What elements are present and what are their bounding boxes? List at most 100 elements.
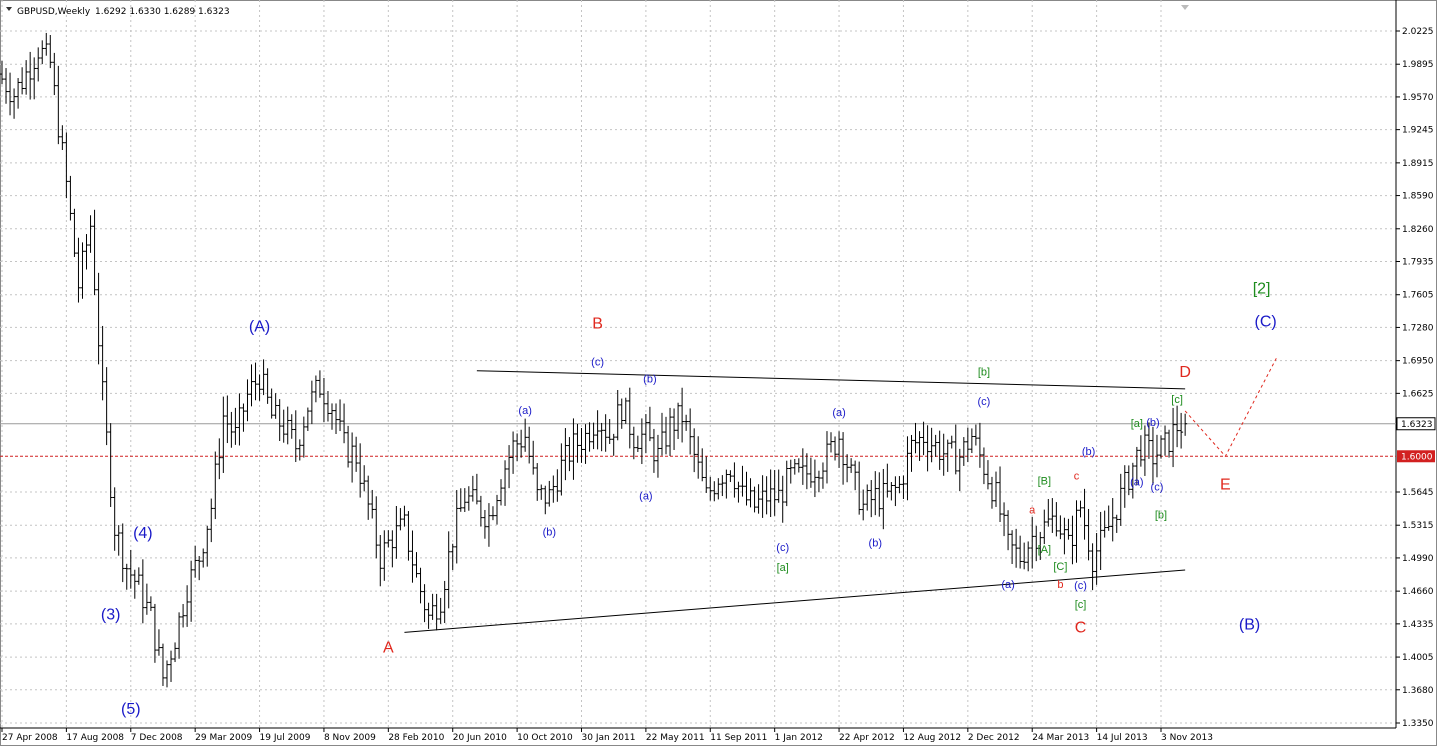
- ohlc-bar: [321, 377, 326, 423]
- ohlc-bar: [366, 475, 371, 520]
- price-tick-label: 1.3350: [1402, 719, 1434, 729]
- ohlc-bar: [104, 367, 109, 446]
- ohlc-bar: [213, 451, 218, 520]
- ohlc-bar: [555, 469, 560, 502]
- projection-path[interactable]: [1184, 355, 1279, 458]
- ohlc-bar: [160, 643, 165, 686]
- time-tick-label: 28 Feb 2010: [388, 733, 444, 743]
- ohlc-bar: [1046, 499, 1051, 527]
- ohlc-bar: [961, 437, 966, 466]
- ohlc-bar: [913, 422, 918, 454]
- ohlc-bar: [853, 460, 858, 491]
- ohlc-bar: [225, 395, 230, 444]
- ohlc-bar: [450, 543, 455, 571]
- ohlc-bar: [941, 433, 946, 476]
- ohlc-bar: [1110, 498, 1115, 542]
- dropdown-triangle-icon[interactable]: [6, 7, 12, 11]
- ohlc-bar: [917, 431, 922, 461]
- ohlc-bar: [877, 472, 882, 517]
- ohlc-bar: [76, 237, 81, 303]
- ohlc-bar: [474, 473, 479, 505]
- ohlc-bar: [1018, 535, 1023, 569]
- ohlc-bar: [611, 433, 616, 456]
- ohlc-bar: [152, 603, 157, 663]
- time-tick-label: 11 Sep 2011: [710, 733, 767, 743]
- scroll-marker-icon[interactable]: [1181, 5, 1189, 10]
- ohlc-bar: [543, 485, 548, 515]
- ohlc-bar: [374, 496, 379, 559]
- ohlc-bar: [1058, 515, 1063, 540]
- ohlc-bar: [229, 411, 234, 448]
- ohlc-bar: [925, 425, 930, 472]
- ohlc-bar: [985, 460, 990, 490]
- ohlc-bar: [132, 569, 137, 599]
- ohlc-bar: [515, 433, 520, 462]
- price-tick-label: 1.8915: [1402, 159, 1434, 169]
- ohlc-bar: [905, 436, 910, 501]
- trendline-upper[interactable]: [476, 370, 1186, 390]
- ohlc-bar: [744, 471, 749, 506]
- price-tick-label: 1.5645: [1402, 488, 1434, 498]
- ohlc-bar: [708, 476, 713, 501]
- ohlc-bar: [1010, 530, 1015, 564]
- ohlc-bar: [575, 423, 580, 463]
- ohlc-bar: [1134, 446, 1139, 486]
- ohlc-bar: [185, 585, 190, 627]
- wave-label: C: [1075, 620, 1087, 637]
- ohlc-bar: [503, 460, 508, 506]
- ohlc-bar: [156, 629, 161, 656]
- ohlc-bar: [386, 530, 391, 548]
- ohlc-bar: [680, 387, 685, 443]
- grid-layer: [0, 0, 1396, 728]
- ohlc-bar: [869, 480, 874, 518]
- time-tick-label: 12 Aug 2012: [903, 733, 961, 743]
- ohlc-bar: [788, 459, 793, 484]
- time-tick-label: 24 Mar 2013: [1032, 733, 1089, 743]
- time-tick-label: 14 Jul 2013: [1097, 733, 1148, 743]
- wave-label: (4): [133, 525, 153, 542]
- ohlc-bar: [921, 421, 926, 456]
- ohlc-bar: [804, 453, 809, 490]
- trendline-lower[interactable]: [404, 569, 1186, 633]
- ohlc-bar: [672, 408, 677, 451]
- ohlc-bar: [845, 454, 850, 483]
- ohlc-bar: [60, 125, 65, 150]
- ohlc-bar: [478, 495, 483, 527]
- symbol-title: GBPUSD,Weekly: [17, 7, 91, 17]
- ohlc-bar: [301, 416, 306, 458]
- ohlc-bar: [720, 475, 725, 497]
- price-tick-label: 1.8260: [1402, 225, 1434, 235]
- ohlc-bar: [676, 402, 681, 440]
- ohlc-bar: [100, 325, 105, 401]
- ohlc-bar: [563, 428, 568, 481]
- ohlc-bar: [692, 428, 697, 473]
- wave-label: b: [1057, 579, 1063, 591]
- ohlc-bar: [1042, 509, 1047, 545]
- ohlc-bar: [655, 434, 660, 478]
- ohlc-bar: [80, 242, 85, 299]
- ohlc-bar: [1118, 473, 1123, 526]
- ohlc-bar: [482, 509, 487, 539]
- ohlc-bar: [32, 57, 37, 100]
- ohlc-bar: [72, 208, 77, 257]
- wave-label: (b): [1146, 417, 1159, 429]
- ohlc-bar: [499, 479, 504, 506]
- wave-label: [a]: [777, 562, 789, 574]
- ohlc-bar: [724, 469, 729, 499]
- ohlc-bar: [116, 525, 121, 556]
- price-tick-label: 1.7935: [1402, 257, 1434, 267]
- time-tick-label: 27 Apr 2008: [2, 733, 58, 743]
- ohlc-bar: [732, 462, 737, 498]
- ohlc-bar: [313, 375, 318, 403]
- ohlc-bar: [108, 423, 113, 507]
- ohlc-bar: [712, 481, 717, 502]
- ohlc-bar: [897, 476, 902, 494]
- ohlc-bar: [277, 399, 282, 441]
- wave-label: (c): [591, 357, 604, 369]
- trendlines: [404, 355, 1279, 633]
- ohlc-bar: [273, 393, 278, 419]
- ohlc-bar: [587, 422, 592, 452]
